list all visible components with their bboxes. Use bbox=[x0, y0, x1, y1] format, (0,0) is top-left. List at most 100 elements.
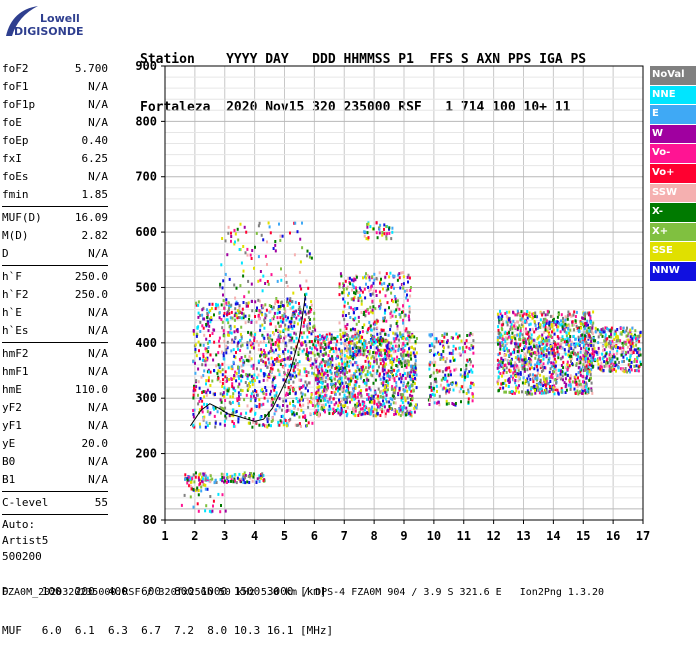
echo-point bbox=[255, 390, 258, 394]
echo-point bbox=[379, 406, 381, 409]
echo-point bbox=[384, 389, 387, 392]
echo-point bbox=[180, 503, 183, 507]
echo-point bbox=[540, 387, 543, 391]
echo-point bbox=[385, 272, 388, 276]
echo-point bbox=[270, 273, 273, 277]
echo-point bbox=[326, 363, 329, 367]
echo-point bbox=[199, 472, 202, 476]
echo-point bbox=[298, 360, 301, 364]
echo-point bbox=[593, 339, 595, 343]
echo-point bbox=[245, 302, 248, 305]
echo-point bbox=[359, 330, 361, 334]
echo-point bbox=[394, 388, 397, 392]
echo-point bbox=[221, 385, 224, 388]
echo-point bbox=[218, 316, 221, 320]
echo-point bbox=[369, 412, 372, 416]
echo-point bbox=[202, 374, 205, 378]
param-value: 2.82 bbox=[81, 229, 109, 242]
echo-point bbox=[356, 366, 359, 369]
echo-point bbox=[537, 351, 540, 355]
echo-point bbox=[206, 410, 209, 414]
echo-point bbox=[315, 357, 318, 361]
echo-point bbox=[579, 382, 582, 386]
echo-point bbox=[271, 317, 274, 321]
echo-point bbox=[327, 400, 330, 404]
echo-point bbox=[269, 363, 272, 367]
echo-point bbox=[215, 364, 218, 368]
echo-point bbox=[538, 334, 541, 338]
echo-point bbox=[371, 292, 374, 296]
echo-point bbox=[587, 337, 590, 341]
echo-point bbox=[383, 319, 385, 323]
echo-point bbox=[324, 410, 326, 414]
echo-point bbox=[515, 342, 518, 346]
echo-point bbox=[564, 384, 567, 388]
echo-point bbox=[308, 318, 311, 321]
echo-point bbox=[630, 332, 633, 336]
echo-point bbox=[356, 352, 359, 356]
echo-point bbox=[507, 385, 510, 388]
echo-point bbox=[344, 404, 347, 407]
echo-point bbox=[396, 324, 399, 328]
echo-point bbox=[524, 379, 527, 382]
echo-point bbox=[373, 338, 376, 342]
echo-point bbox=[510, 390, 513, 393]
echo-point bbox=[565, 325, 568, 329]
echo-point bbox=[439, 342, 442, 346]
param-value: 0.40 bbox=[81, 134, 109, 147]
echo-point bbox=[548, 360, 550, 364]
echo-point bbox=[369, 397, 372, 401]
echo-point bbox=[410, 414, 413, 418]
echo-point bbox=[234, 424, 237, 428]
echo-point bbox=[278, 370, 281, 374]
echo-point bbox=[271, 338, 274, 342]
echo-point bbox=[527, 364, 530, 368]
echo-point bbox=[411, 374, 414, 378]
echo-point bbox=[258, 380, 261, 384]
echo-point bbox=[389, 328, 392, 331]
echo-point bbox=[258, 476, 261, 480]
echo-point bbox=[391, 360, 394, 364]
echo-point bbox=[277, 338, 280, 342]
echo-point bbox=[576, 357, 579, 361]
echo-point bbox=[221, 320, 224, 324]
echo-point bbox=[458, 390, 461, 394]
echo-point bbox=[580, 347, 583, 351]
echo-point bbox=[383, 232, 386, 236]
echo-point bbox=[539, 347, 542, 351]
echo-point bbox=[439, 339, 442, 343]
echo-point bbox=[207, 321, 210, 325]
echo-point bbox=[407, 363, 410, 367]
echo-point bbox=[238, 365, 241, 369]
echo-point bbox=[208, 340, 211, 344]
echo-point bbox=[499, 309, 501, 313]
echo-point bbox=[226, 333, 229, 337]
echo-point bbox=[554, 386, 557, 389]
echo-point bbox=[536, 337, 539, 341]
echo-point bbox=[396, 345, 399, 348]
echo-point bbox=[250, 282, 253, 286]
echo-point bbox=[525, 330, 528, 334]
echo-point bbox=[517, 368, 520, 372]
echo-point bbox=[338, 282, 341, 286]
echo-point bbox=[252, 363, 255, 367]
echo-point bbox=[329, 382, 332, 386]
echo-point bbox=[299, 237, 302, 241]
echo-point bbox=[563, 340, 566, 344]
echo-point bbox=[326, 369, 329, 373]
echo-point bbox=[498, 366, 501, 369]
echo-point bbox=[194, 388, 197, 392]
echo-point bbox=[514, 381, 517, 385]
echo-point bbox=[399, 335, 402, 339]
echo-point bbox=[527, 346, 530, 350]
echo-point bbox=[397, 273, 400, 277]
echo-point bbox=[450, 373, 452, 377]
echo-point bbox=[547, 351, 550, 355]
echo-point bbox=[402, 282, 405, 286]
echo-point bbox=[343, 354, 346, 358]
echo-point bbox=[412, 364, 414, 368]
echo-point bbox=[517, 345, 520, 349]
echo-point bbox=[576, 389, 579, 393]
param-name: hmF1 bbox=[2, 365, 29, 378]
echo-point bbox=[325, 388, 328, 391]
